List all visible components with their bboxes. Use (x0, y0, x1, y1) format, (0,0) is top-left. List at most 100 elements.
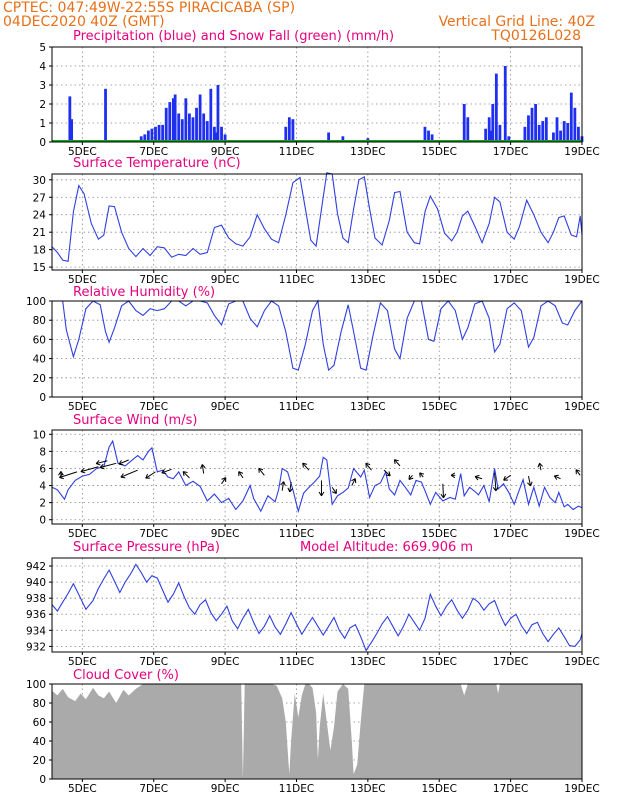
x-tick-label: 7DEC (139, 656, 168, 668)
wind-vector (200, 464, 206, 474)
precip-bar (104, 88, 107, 142)
x-tick-label: 11DEC (279, 656, 314, 668)
precip-bar (70, 119, 74, 142)
wind-vector (575, 469, 581, 476)
precip-bar (168, 102, 172, 142)
precip-bar (573, 107, 577, 142)
wind-vector (120, 469, 138, 479)
y-tick-label: 27 (33, 192, 46, 204)
panel-rh: 0 20 40 60 80 100 5DEC 7DEC 9DEC 11DEC 13DEC 15DEC 1… (26, 296, 600, 413)
precip-bar (180, 119, 184, 142)
panel-precip: 0 1 2 3 4 5 5DEC 7DEC 9DEC 11DEC 13DEC 15DEC 17DEC 19… (39, 42, 599, 158)
wind-vector (527, 476, 533, 487)
x-tick-label: 15DEC (422, 656, 457, 668)
y-tick-label: 60 (33, 334, 46, 346)
x-tick-label: 9DEC (211, 274, 240, 286)
y-tick-label: 80 (33, 315, 46, 327)
precip-bar (341, 136, 345, 142)
y-tick-label: 940 (26, 577, 46, 589)
x-tick-label: 15DEC (422, 528, 457, 540)
y-tick-label: 8 (39, 446, 46, 458)
y-tick-label: 15 (33, 262, 46, 274)
x-tick-label: 19DEC (564, 656, 599, 668)
x-tick-label: 13DEC (350, 146, 385, 158)
precip-bar (284, 126, 288, 142)
precip-bar (209, 88, 213, 142)
y-tick-label: 30 (33, 175, 46, 187)
precip-bar (287, 117, 291, 142)
x-tick-label: 5DEC (68, 401, 97, 413)
panel-annotation-altitude: Model Altitude: 669.906 m (300, 540, 473, 555)
precip-bar (154, 126, 157, 142)
precip-bar (487, 117, 491, 142)
precip-bar (195, 107, 198, 142)
x-tick-label: 17DEC (493, 146, 528, 158)
plot-frame (51, 683, 583, 780)
precip-bar (177, 113, 181, 142)
x-tick-label: 7DEC (139, 528, 168, 540)
plot-frame (51, 300, 583, 398)
x-tick-label: 13DEC (350, 401, 385, 413)
precip-bar (139, 136, 143, 142)
cloud-cover-area (52, 684, 582, 779)
precip-bar (146, 130, 150, 142)
wind-vector (365, 462, 372, 471)
panel-title-pressure: Surface Pressure (hPa) (73, 540, 220, 555)
panel-title-wind: Surface Wind (m/s) (73, 413, 197, 428)
precip-bar (161, 124, 165, 142)
precip-bar (534, 104, 538, 142)
wind-vector (440, 483, 447, 499)
precip-bar (327, 132, 330, 142)
panel-wind: 0 2 4 6 8 10 5DEC 7DEC 9DEC 11DEC 13DEC 15DEC 17DEC 1… (33, 429, 600, 540)
y-tick-label: 5 (39, 42, 46, 54)
x-tick-label: 15DEC (422, 401, 457, 413)
precip-bar (430, 134, 434, 142)
precip-bar (157, 124, 161, 142)
precip-bar (503, 66, 507, 142)
wind-vector (351, 478, 357, 486)
precip-bar (212, 126, 216, 142)
precip-bar (577, 126, 580, 142)
x-tick-label: 5DEC (68, 656, 97, 668)
header-grid-info: Vertical Grid Line: 40Z (439, 14, 595, 30)
x-tick-label: 11DEC (279, 401, 314, 413)
precip-bar (143, 134, 147, 142)
y-tick-label: 936 (26, 609, 46, 621)
y-tick-label: 0 (39, 392, 46, 404)
y-tick-label: 100 (26, 296, 46, 308)
y-tick-label: 2 (39, 99, 46, 111)
rh-line (52, 299, 583, 372)
x-tick-label: 17DEC (493, 656, 528, 668)
panel-title-humidity: Relative Humidity (%) (73, 285, 215, 300)
precip-bar (569, 92, 573, 142)
x-tick-label: 9DEC (211, 656, 240, 668)
precip-bar (559, 130, 562, 142)
header-model: TQ0126L028 (490, 28, 581, 44)
y-tick-label: 10 (33, 429, 46, 441)
wind-vector (553, 474, 561, 480)
x-tick-label: 11DEC (279, 146, 314, 158)
x-tick-label: 5DEC (68, 274, 97, 286)
wind-vector (258, 467, 265, 476)
header-location: CPTEC: 047:49W-22:55S PIRACICABA (SP) (3, 0, 295, 16)
precip-bar (566, 123, 570, 142)
x-tick-label: 19DEC (564, 783, 599, 795)
wind-vector (238, 471, 244, 479)
x-tick-label: 9DEC (211, 146, 240, 158)
precip-bar (188, 113, 191, 142)
plot-frame (51, 557, 583, 653)
x-tick-label: 9DEC (211, 783, 240, 795)
precip-bar (184, 98, 188, 142)
precip-bar (491, 104, 495, 142)
wind-vector (280, 481, 286, 491)
x-tick-label: 19DEC (564, 274, 599, 286)
y-tick-label: 938 (26, 593, 46, 605)
precip-bar (214, 132, 218, 142)
precip-bar (562, 121, 566, 142)
x-tick-label: 11DEC (279, 783, 314, 795)
x-tick-label: 15DEC (422, 783, 457, 795)
y-tick-label: 60 (33, 717, 46, 729)
y-tick-label: 0 (39, 137, 46, 149)
y-tick-label: 24 (33, 210, 47, 222)
wind-vector (221, 477, 227, 485)
